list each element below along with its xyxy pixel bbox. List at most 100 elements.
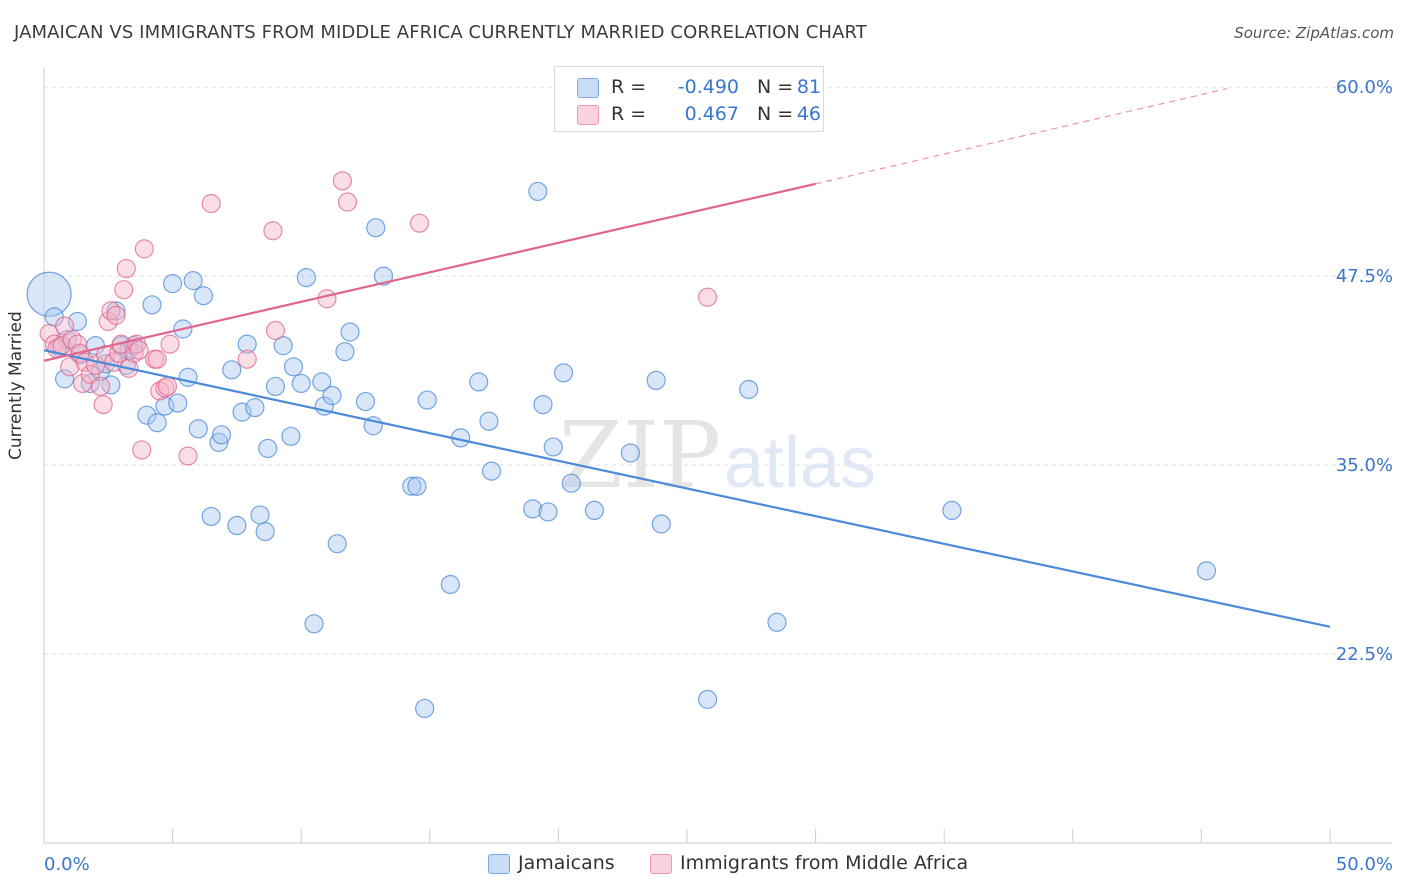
n-label: N = [757,76,794,98]
data-point [273,336,293,356]
data-point [697,689,718,709]
data-point [26,271,72,317]
data-point [265,320,286,341]
data-point [528,181,548,202]
data-point [60,357,80,377]
points-jamaicans [26,181,1217,719]
data-point [114,280,134,300]
n-value: 81 [796,76,821,98]
data-point [296,268,316,288]
data-point [137,405,157,425]
data-point [409,213,430,233]
data-point [523,499,543,519]
data-point [106,305,126,325]
legend-swatch-jamaicans [577,78,599,98]
y-tick-label: 47.5% [1336,266,1393,287]
data-point [188,419,208,439]
data-point [258,438,278,459]
data-point [237,349,257,369]
data-point [440,574,460,595]
data-point [1196,561,1217,581]
data-point [183,271,203,291]
r-label: R = [611,76,647,98]
y-axis-label: Currently Married [6,311,26,460]
data-point [106,301,126,321]
axes [43,68,1392,844]
data-point [739,379,759,400]
data-point [697,287,718,307]
data-point [340,322,360,342]
y-tick-label: 35.0% [1336,455,1393,476]
data-point [237,334,257,354]
data-point [201,506,221,527]
data-point [417,390,437,410]
data-point [469,372,489,392]
data-point [327,534,347,554]
data-point [209,432,229,452]
data-point [538,502,558,522]
data-point [263,221,283,241]
data-point [39,323,59,344]
data-point [291,373,311,394]
data-point [533,394,553,415]
data-point [132,440,152,460]
data-point [283,357,304,377]
trend-lines [43,88,1331,628]
data-point [366,218,386,238]
n-label: N = [757,103,794,125]
watermark: ZIP atlas [559,402,876,509]
data-point [227,515,247,536]
x-tick-label: 50.0% [1336,854,1393,875]
data-point [93,394,113,415]
data-point [157,376,178,397]
trend-line-solid [43,182,816,362]
data-point [232,402,252,422]
data-point [178,446,198,466]
data-point [67,311,88,332]
data-point [322,385,342,406]
data-point [168,393,188,413]
data-point [281,426,301,446]
data-point [134,239,154,259]
data-point [54,369,75,389]
data-point [116,258,136,279]
data-point [337,192,358,212]
trend-line-solid [43,349,1331,628]
data-point [942,500,962,521]
data-point [355,391,376,412]
data-point [193,286,214,306]
legend-swatch-jamaicans [488,854,510,874]
r-value: -0.490 [677,76,739,98]
correlation-legend: R = -0.490 N = 81 R = 0.467 N = 46 [554,66,824,132]
data-point [255,521,275,542]
legend-label: Immigrants from Middle Africa [680,852,969,874]
data-point [265,376,286,397]
data-point [332,171,352,191]
r-value: 0.467 [684,103,739,125]
data-point [312,372,332,392]
watermark-atlas: atlas [724,423,876,503]
data-point [101,375,121,395]
data-point [584,500,605,521]
series-legend: Jamaicans Immigrants from Middle Africa [0,852,1406,878]
points-middle-africa [39,171,718,466]
data-point [178,367,198,387]
data-point [543,437,563,457]
data-point [407,476,427,496]
trend-line-dashed [815,88,1228,185]
data-point [147,413,167,433]
data-point [160,334,180,354]
grid-lines [44,86,1392,655]
legend-swatch-middle-africa [577,105,599,125]
data-point [651,514,671,534]
data-point [561,473,581,493]
data-point [767,612,787,632]
y-tick-label: 22.5% [1336,644,1393,665]
data-point [304,614,324,634]
chart-title: JAMAICAN VS IMMIGRANTS FROM MIDDLE AFRIC… [14,22,867,43]
data-point [250,505,270,525]
x-tick-label: 0.0% [44,854,90,875]
data-point [317,289,337,309]
data-point [245,398,265,418]
data-point [481,461,502,481]
